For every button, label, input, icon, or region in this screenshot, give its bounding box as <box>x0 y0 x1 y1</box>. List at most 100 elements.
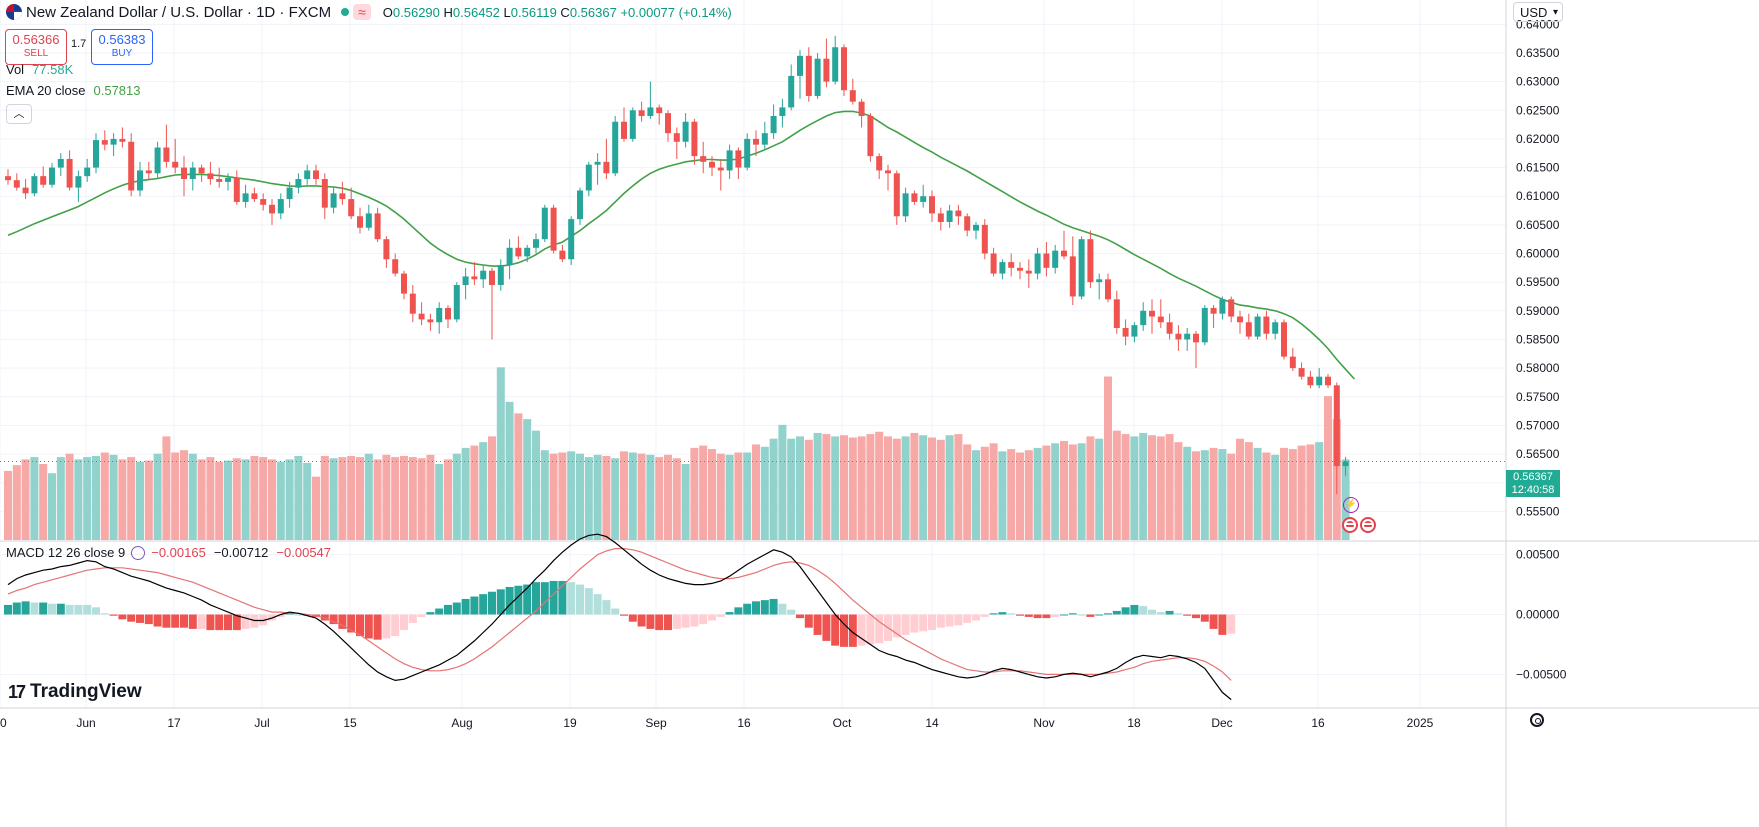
candle-body <box>321 179 328 208</box>
candle-body <box>207 173 214 180</box>
volume-bar <box>1192 451 1200 540</box>
volume-bar <box>1139 432 1148 540</box>
ohlc-close-label: C <box>560 4 570 20</box>
candle-body <box>1325 376 1331 386</box>
candle-body <box>418 313 425 320</box>
macd-histogram-bar <box>1042 614 1051 619</box>
approx-data-icon[interactable]: ≈ <box>353 4 371 20</box>
macd-histogram-bar <box>1121 607 1130 615</box>
candle-body <box>779 107 786 116</box>
candle-body <box>1175 333 1182 340</box>
volume-bar <box>294 455 303 540</box>
tradingview-logo[interactable]: 17 TradingView <box>8 681 142 703</box>
candle-body <box>621 121 627 139</box>
buy-button[interactable]: 0.56383 BUY <box>91 29 153 65</box>
candle-body <box>1237 316 1243 323</box>
candle-body <box>409 293 416 314</box>
macd-histogram-bar <box>1148 609 1156 615</box>
us-event-icon[interactable] <box>1360 517 1376 533</box>
volume-bar <box>734 452 743 540</box>
volume-bar <box>505 401 514 540</box>
symbol-title[interactable]: New Zealand Dollar / U.S. Dollar · 1D · … <box>26 3 332 21</box>
macd-histogram-bar <box>100 613 109 615</box>
volume-bar <box>268 459 276 540</box>
volume-bar <box>1060 440 1068 540</box>
volume-bar <box>215 461 224 540</box>
volume-bar <box>1271 454 1280 540</box>
nzd-usd-flag-icon <box>6 4 22 20</box>
tradingview-logo-icon: 17 <box>8 681 26 702</box>
candle-body <box>216 179 223 182</box>
sell-label: SELL <box>23 48 49 59</box>
volume-bar <box>452 453 461 540</box>
candle-body <box>1263 316 1270 334</box>
candle-body <box>242 193 249 202</box>
macd-histogram-bar <box>452 602 461 615</box>
macd-histogram-bar <box>602 600 611 615</box>
macd-histogram-bar <box>690 614 699 627</box>
macd-legend[interactable]: MACD 12 26 close 9 −0.00165 −0.00712 −0.… <box>6 545 331 560</box>
macd-histogram-bar <box>92 607 100 615</box>
collapse-legend-button[interactable]: ︿ <box>6 104 32 124</box>
volume-bar <box>628 452 637 540</box>
macd-histogram-bar <box>523 584 532 615</box>
currency-selector[interactable]: USD ▾ <box>1513 2 1563 22</box>
macd-histogram-bar <box>408 614 417 623</box>
macd-histogram-bar <box>364 614 373 639</box>
volume-legend[interactable]: Vol 77.58K <box>6 62 73 77</box>
time-tick-label: 14 <box>925 716 939 730</box>
candle-body <box>1008 262 1015 268</box>
candle-body <box>119 138 126 142</box>
candle-body <box>1061 250 1067 257</box>
volume-bar <box>1148 435 1156 540</box>
candle-body <box>946 210 953 222</box>
candle-body <box>49 167 55 185</box>
candle-body <box>1122 328 1129 337</box>
price-axis: 0.555000.560000.565000.570000.575000.580… <box>1516 17 1567 681</box>
volume-bar <box>232 458 241 540</box>
flash-event-icon[interactable]: ⚡ <box>1343 497 1359 513</box>
macd-histogram-bar <box>1016 614 1024 616</box>
volume-bar <box>945 435 954 540</box>
macd-histogram-bar <box>655 614 664 631</box>
sell-button[interactable]: 0.56366 SELL <box>5 29 67 65</box>
volume-bar <box>1068 444 1077 540</box>
candle-body <box>788 75 795 108</box>
volume-bar <box>206 457 215 540</box>
gear-icon[interactable] <box>1530 713 1544 727</box>
volume-bar <box>928 437 936 540</box>
macd-histogram-bar <box>558 580 567 615</box>
candle-body <box>1245 322 1252 337</box>
macd-histogram-bar <box>963 614 972 623</box>
time-tick-label: Aug <box>451 716 472 730</box>
volume-bar <box>690 447 699 540</box>
spread-value: 1.7 <box>71 38 87 50</box>
candle-body <box>1025 270 1032 274</box>
candle-body <box>577 190 583 220</box>
volume-bar <box>329 458 338 540</box>
macd-histogram-bar <box>470 596 479 615</box>
volume-bar <box>1183 446 1192 540</box>
macd-histogram-bar <box>329 614 338 625</box>
candle-body <box>489 270 495 286</box>
candle-body <box>163 147 170 162</box>
macd-histogram-bar <box>382 614 391 639</box>
macd-settings-icon[interactable] <box>131 545 146 560</box>
volume-bar <box>699 445 708 540</box>
macd-histogram-bar <box>435 608 444 615</box>
time-tick-label: Dec <box>1211 716 1232 730</box>
volume-bar <box>1051 443 1060 540</box>
price-tick-label: 0.56500 <box>1516 447 1560 461</box>
candle-body <box>603 161 610 174</box>
us-event-icon[interactable] <box>1342 517 1358 533</box>
macd-histogram-bar <box>1051 614 1060 617</box>
time-tick-label: Jun <box>76 716 95 730</box>
macd-histogram-bar <box>400 614 408 631</box>
volume-bar <box>1024 450 1033 540</box>
candle-body <box>1087 239 1094 283</box>
volume-bar <box>892 438 901 540</box>
macd-histogram-bar <box>936 614 945 628</box>
candle-body <box>937 213 944 222</box>
ema-legend[interactable]: EMA 20 close 0.57813 <box>6 83 141 98</box>
